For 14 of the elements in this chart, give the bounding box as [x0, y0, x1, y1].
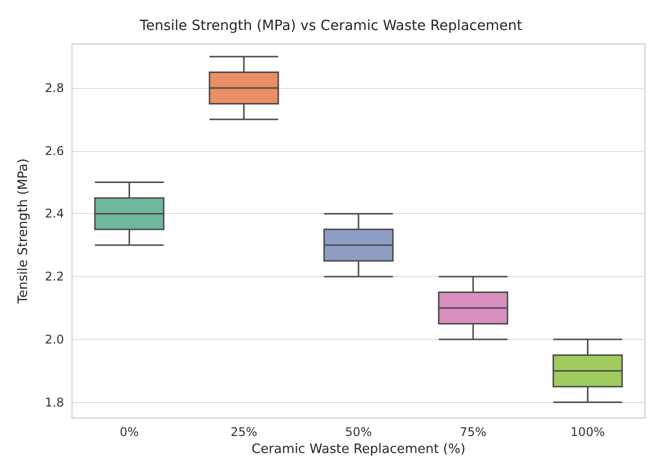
y-tick-label: 1.8	[44, 395, 64, 410]
x-tick-label: 0%	[120, 425, 139, 439]
y-tick-label: 2.2	[44, 270, 64, 284]
x-axis-title: Ceramic Waste Replacement (%)	[252, 442, 466, 457]
x-tick-label: 75%	[460, 425, 486, 439]
x-tick-label: 25%	[230, 425, 258, 439]
y-tick-label: 2.0	[44, 332, 64, 346]
y-tick-label: 2.6	[44, 144, 64, 158]
x-tick-label: 100%	[570, 425, 605, 439]
x-tick-label: 50%	[345, 425, 372, 439]
y-axis-title: Tensile Strength (MPa)	[16, 158, 31, 305]
y-tick-label: 2.4	[44, 206, 64, 221]
y-tick-label: 2.8	[44, 81, 64, 95]
chart-title: Tensile Strength (MPa) vs Ceramic Waste Replacement	[138, 18, 523, 34]
